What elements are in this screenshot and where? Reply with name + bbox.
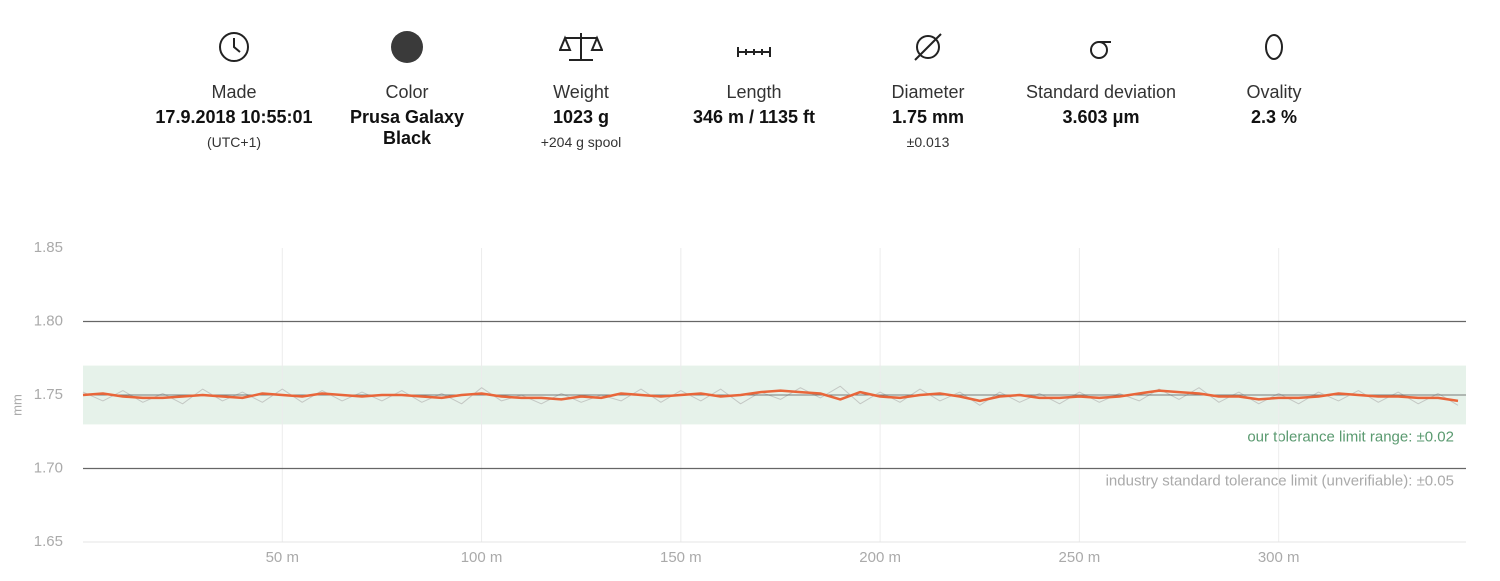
diameter-icon — [914, 33, 942, 61]
stat-value: 2.3 % — [1250, 107, 1298, 127]
oval-icon — [1265, 34, 1283, 60]
stat-label: Color — [385, 82, 429, 102]
stat-value: 346 m / 1135 ft — [692, 107, 816, 127]
series-line — [82, 389, 1459, 403]
scale-icon — [559, 33, 603, 61]
stat-weight: Weight 1023 g +204 g spool — [496, 30, 666, 150]
stat-made: Made 17.9.2018 10:55:01 (UTC+1) — [149, 30, 319, 150]
stat-label: Diameter — [891, 82, 965, 102]
stat-note: ±0.013 — [906, 134, 950, 150]
sigma-icon — [1090, 41, 1111, 59]
x-tick-label: 250 m — [1059, 549, 1101, 566]
stat-value: Prusa Galaxy Black — [349, 107, 465, 148]
stat-label: Ovality — [1246, 82, 1302, 102]
y-axis-label: mm — [9, 394, 24, 416]
stat-ovality: Ovality 2.3 % — [1189, 30, 1359, 128]
y-tick-label: 1.65 — [34, 533, 63, 550]
stat-value: 3.603 μm — [1062, 107, 1140, 127]
x-tick-label: 300 m — [1258, 549, 1300, 566]
x-tick-label: 50 m — [266, 549, 299, 566]
ruler-icon — [737, 47, 771, 57]
stat-label: Weight — [553, 82, 609, 102]
y-tick-label: 1.85 — [34, 239, 63, 256]
x-tick-label: 150 m — [660, 549, 702, 566]
y-tick-label: 1.75 — [34, 386, 63, 403]
clock-icon — [219, 32, 249, 62]
stat-label: Made — [211, 82, 257, 102]
x-tick-label: 100 m — [461, 549, 503, 566]
y-tick-label: 1.80 — [34, 312, 63, 329]
tolerance-label: our tolerance limit range: ±0.02 — [1247, 428, 1454, 445]
industry-limit-label: industry standard tolerance limit (unver… — [1106, 472, 1454, 489]
stats-row: Made 17.9.2018 10:55:01 (UTC+1) Color Pr… — [0, 0, 1500, 190]
stat-note: (UTC+1) — [206, 134, 262, 150]
stat-value: 17.9.2018 10:55:01 — [155, 107, 313, 127]
stat-color: Color Prusa Galaxy Black — [322, 31, 492, 149]
stat-value: 1023 g — [552, 107, 610, 127]
stat-label: Length — [726, 82, 782, 102]
y-tick-label: 1.70 — [34, 459, 63, 476]
x-tick-label: 200 m — [859, 549, 901, 566]
stat-length: Length 346 m / 1135 ft — [669, 30, 839, 128]
color-swatch — [391, 31, 423, 63]
stat-note: +204 g spool — [540, 134, 622, 150]
stat-stddev: Standard deviation 3.603 μm — [1016, 30, 1186, 128]
stat-value: 1.75 mm — [891, 107, 965, 127]
stat-label: Standard deviation — [1025, 82, 1177, 102]
stat-diameter: Diameter 1.75 mm ±0.013 — [843, 30, 1013, 150]
